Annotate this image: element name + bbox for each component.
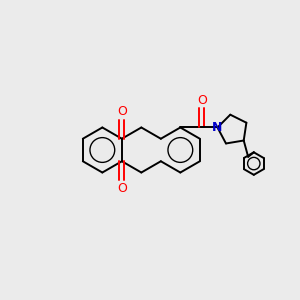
Text: N: N	[212, 121, 223, 134]
Text: O: O	[117, 182, 127, 195]
Text: O: O	[197, 94, 207, 107]
Text: O: O	[117, 105, 127, 118]
